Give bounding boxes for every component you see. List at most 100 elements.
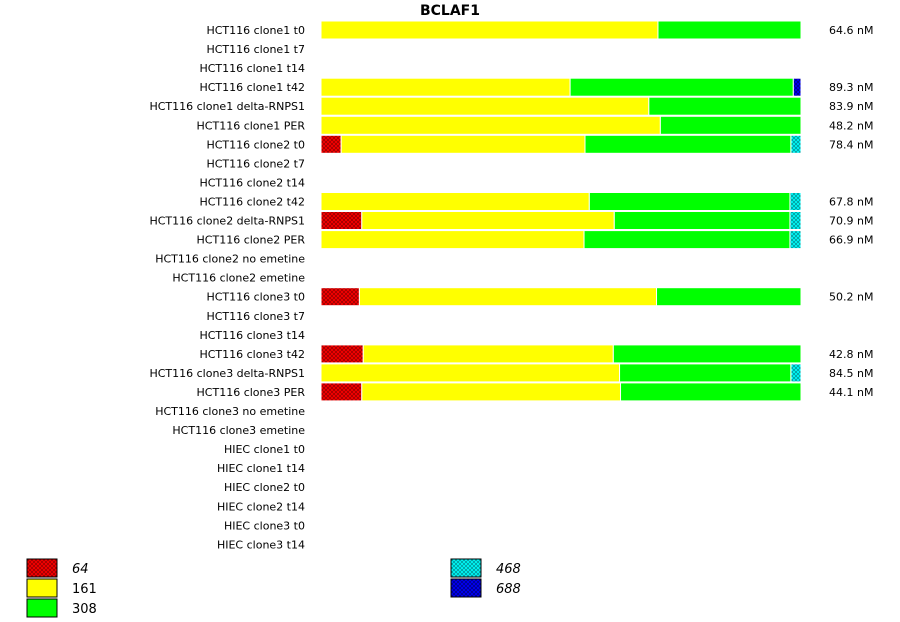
bar-segment-468: [790, 363, 802, 383]
legend-item: 688: [450, 578, 521, 598]
bar-row: HCT116 clone2 t42 67.8 nM: [199, 192, 873, 211]
legend-label: 161: [72, 582, 97, 597]
bar-segment-308: [648, 96, 802, 116]
bar-row: HCT116 clone1 t14: [199, 62, 305, 75]
bar-row: HCT116 clone2 no emetine: [155, 253, 305, 266]
bar-segment-161: [362, 344, 614, 364]
bar-row: HIEC clone3 t14: [217, 538, 305, 551]
value-label: 64.6 nM: [829, 24, 873, 37]
row-label: HCT116 clone2 t7: [206, 157, 305, 170]
bar-segment-308: [656, 287, 802, 307]
bar-row: HIEC clone2 t0: [224, 481, 305, 494]
value-label: 83.9 nM: [829, 100, 873, 113]
row-label: HIEC clone3 t0: [224, 519, 305, 532]
row-label: HCT116 clone1 PER: [197, 119, 306, 132]
bar-segment-308: [584, 134, 792, 154]
bar-segment-308: [588, 192, 791, 211]
legend-label: 468: [496, 562, 521, 577]
row-label: HCT116 clone3 PER: [197, 386, 306, 399]
bar-segment-161: [361, 211, 615, 230]
bar-segment-64: [320, 382, 363, 402]
bar-row: HCT116 clone3 t42 42.8 nM: [199, 344, 873, 364]
row-label: HIEC clone2 t14: [217, 500, 305, 513]
row-label: HCT116 clone3 no emetine: [155, 405, 305, 418]
chart-title: BCLAF1: [420, 3, 480, 19]
row-label: HCT116 clone3 t7: [206, 310, 305, 323]
bar-segment-468: [790, 134, 802, 154]
bar-segment-161: [361, 382, 622, 402]
bar-segment-308: [569, 77, 794, 97]
bar-segment-64: [320, 344, 364, 364]
bar-row: HCT116 clone1 t0 64.6 nM: [206, 20, 873, 40]
bar-row: HIEC clone1 t14: [217, 462, 305, 475]
legend-label: 64: [72, 562, 89, 577]
bar-segment-64: [320, 211, 363, 230]
row-label: HCT116 clone2 delta-RNPS1: [149, 215, 305, 228]
row-label: HCT116 clone1 t0: [206, 24, 305, 37]
bar-row: HCT116 clone3 t0 50.2 nM: [206, 287, 873, 307]
bar-segment-308: [583, 230, 791, 250]
bar-segment-161: [320, 230, 585, 250]
value-label: 48.2 nM: [829, 119, 873, 132]
row-label: HCT116 clone3 t42: [199, 348, 305, 361]
bar-row: HIEC clone1 t0: [224, 443, 305, 456]
bar-row: HCT116 clone2 PER 66.9 nM: [197, 230, 873, 250]
row-label: HCT116 clone1 t14: [199, 62, 305, 75]
row-label: HCT116 clone2 t14: [199, 176, 305, 189]
value-label: 66.9 nM: [829, 234, 873, 247]
bar-row: HCT116 clone1 t42 89.3 nM: [199, 77, 873, 97]
bar-row: HCT116 clone2 t0 78.4 nM: [206, 134, 873, 154]
value-label: 84.5 nM: [829, 367, 873, 380]
value-label: 70.9 nM: [829, 215, 873, 228]
bar-segment-161: [320, 77, 571, 97]
bar-row: HCT116 clone2 delta-RNPS1 70.9 nM: [149, 211, 873, 230]
bar-row: HCT116 clone3 t14: [199, 329, 305, 342]
row-label: HCT116 clone2 emetine: [172, 272, 305, 285]
legend-item: 468: [450, 558, 521, 578]
bar-segment-468: [789, 192, 802, 211]
legend-swatch: [26, 578, 58, 598]
bar-segment-161: [320, 363, 621, 383]
bar-segment-468: [789, 230, 802, 250]
bar-segment-161: [320, 192, 590, 211]
row-label: HCT116 clone1 t7: [206, 43, 305, 56]
row-label: HCT116 clone1 delta-RNPS1: [149, 100, 305, 113]
bar-segment-161: [340, 134, 586, 154]
value-label: 67.8 nM: [829, 196, 873, 209]
bar-segment-308: [619, 363, 792, 383]
legend-item: 161: [26, 578, 97, 598]
bar-row: HCT116 clone1 PER 48.2 nM: [197, 115, 873, 135]
bar-row: HCT116 clone2 t7: [206, 157, 305, 170]
bar-segment-64: [320, 287, 360, 307]
legend-swatch: [450, 578, 482, 598]
row-label: HIEC clone1 t0: [224, 443, 305, 456]
bar-segment-64: [320, 134, 342, 154]
bar-segment-688: [792, 77, 802, 97]
row-label: HCT116 clone2 no emetine: [155, 253, 305, 266]
bar-row: HIEC clone2 t14: [217, 500, 305, 513]
bar-segment-308: [659, 115, 802, 135]
bar-row: HCT116 clone3 emetine: [172, 424, 305, 437]
bar-row: HCT116 clone1 delta-RNPS1 83.9 nM: [149, 96, 873, 116]
bar-row: HIEC clone3 t0: [224, 519, 305, 532]
row-label: HCT116 clone2 t0: [206, 138, 305, 151]
legend-label: 308: [72, 602, 97, 617]
bar-segment-161: [320, 96, 650, 116]
value-label: 78.4 nM: [829, 138, 873, 151]
legend-item: 308: [26, 598, 97, 618]
legend-swatch: [26, 558, 58, 578]
legend: 64 161 308 468 688: [26, 558, 521, 618]
value-label: 44.1 nM: [829, 386, 873, 399]
bar-row: HCT116 clone2 t14: [199, 176, 305, 189]
legend-label: 688: [496, 582, 521, 597]
bar-row: HCT116 clone3 no emetine: [155, 405, 305, 418]
row-label: HCT116 clone3 emetine: [172, 424, 305, 437]
bar-row: HCT116 clone2 emetine: [172, 272, 305, 285]
row-label: HCT116 clone3 delta-RNPS1: [149, 367, 305, 380]
bar-row: HCT116 clone3 delta-RNPS1 84.5 nM: [149, 363, 873, 383]
value-label: 50.2 nM: [829, 291, 873, 304]
bar-segment-161: [320, 20, 659, 40]
row-label: HIEC clone2 t0: [224, 481, 305, 494]
bar-segment-468: [789, 211, 802, 230]
